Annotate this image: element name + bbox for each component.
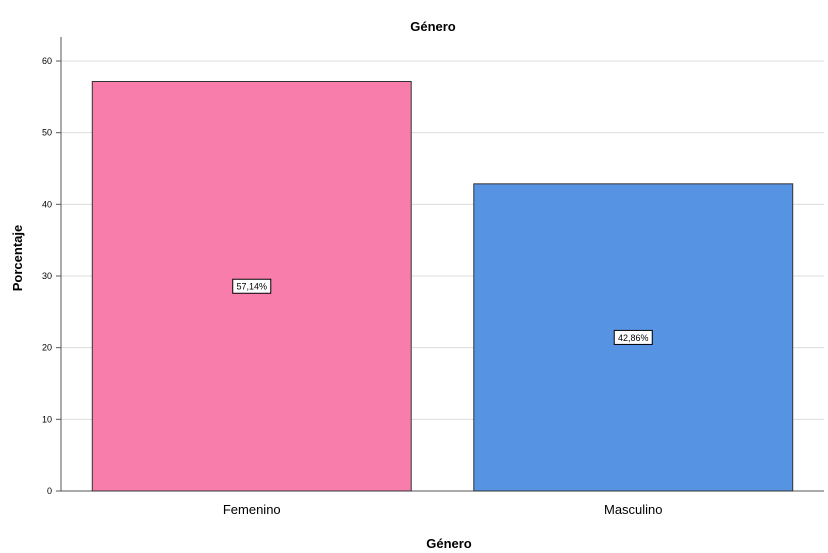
data-label: 57,14%	[232, 278, 272, 294]
y-tick-label: 50	[42, 128, 52, 138]
y-tick-label: 30	[42, 271, 52, 281]
data-label-text: 42,86%	[618, 333, 649, 343]
data-label-box	[613, 329, 653, 345]
bars	[91, 80, 794, 492]
y-axis-title: Porcentaje	[10, 225, 25, 291]
x-tick-labels: Femenino Masculino	[223, 502, 663, 517]
y-tick-label: 60	[42, 56, 52, 66]
y-tick-label: 20	[42, 343, 52, 353]
y-tick-label: 0	[47, 486, 52, 496]
x-axis-title: Género	[426, 536, 472, 551]
y-tick-label: 10	[42, 414, 52, 424]
data-label-box	[232, 278, 272, 294]
y-tick-labels: 0 10 20 30 40 50 60	[42, 56, 52, 496]
data-label: 42,86%	[613, 329, 653, 345]
y-tick-label: 40	[42, 199, 52, 209]
data-label-text: 57,14%	[236, 282, 267, 292]
data-labels: 57,14% 42,86%	[232, 278, 653, 345]
chart-title: Género	[410, 19, 456, 34]
x-tick-label: Femenino	[223, 502, 281, 517]
x-tick-label: Masculino	[604, 502, 663, 517]
